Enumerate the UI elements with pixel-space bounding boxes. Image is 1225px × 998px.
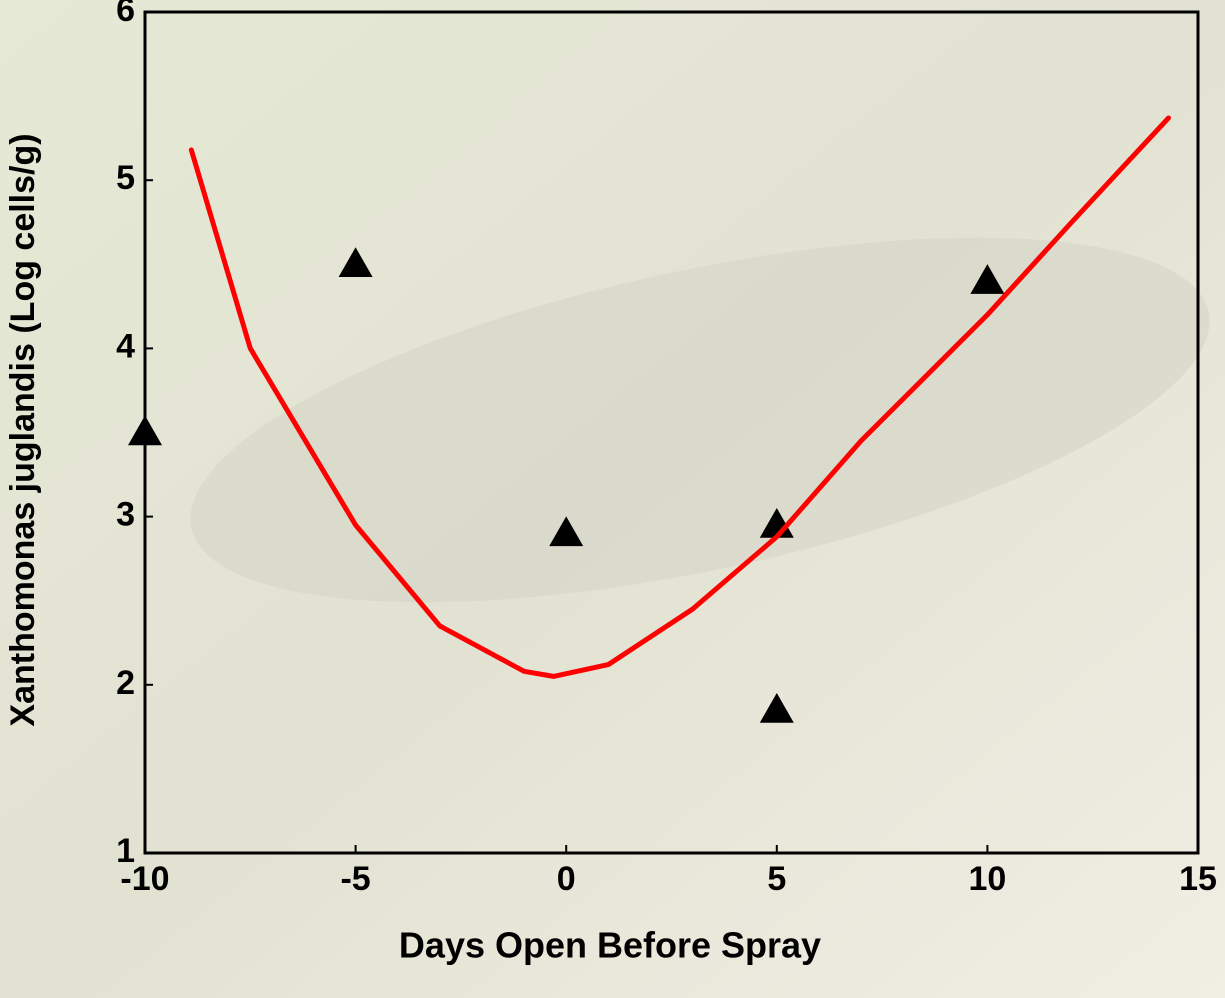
y-tick-label: 2 [116, 664, 135, 702]
y-tick-label: 3 [116, 496, 135, 534]
y-axis-label: Xanthomonas juglandis (Log cells/g) [4, 133, 42, 726]
x-tick-label: 0 [557, 860, 576, 898]
x-tick-label: 10 [968, 860, 1006, 898]
y-tick-label: 4 [116, 327, 135, 365]
y-tick-label: 6 [116, 0, 135, 29]
x-axis-label: Days Open Before Spray [399, 925, 821, 966]
y-tick-label: 5 [116, 159, 135, 197]
x-tick-label: 5 [767, 860, 786, 898]
x-tick-label: -10 [120, 860, 169, 898]
x-tick-label: -5 [340, 860, 370, 898]
x-tick-label: 15 [1179, 860, 1217, 898]
chart: Days Open Before Spray Xanthomonas jugla… [0, 0, 1225, 998]
